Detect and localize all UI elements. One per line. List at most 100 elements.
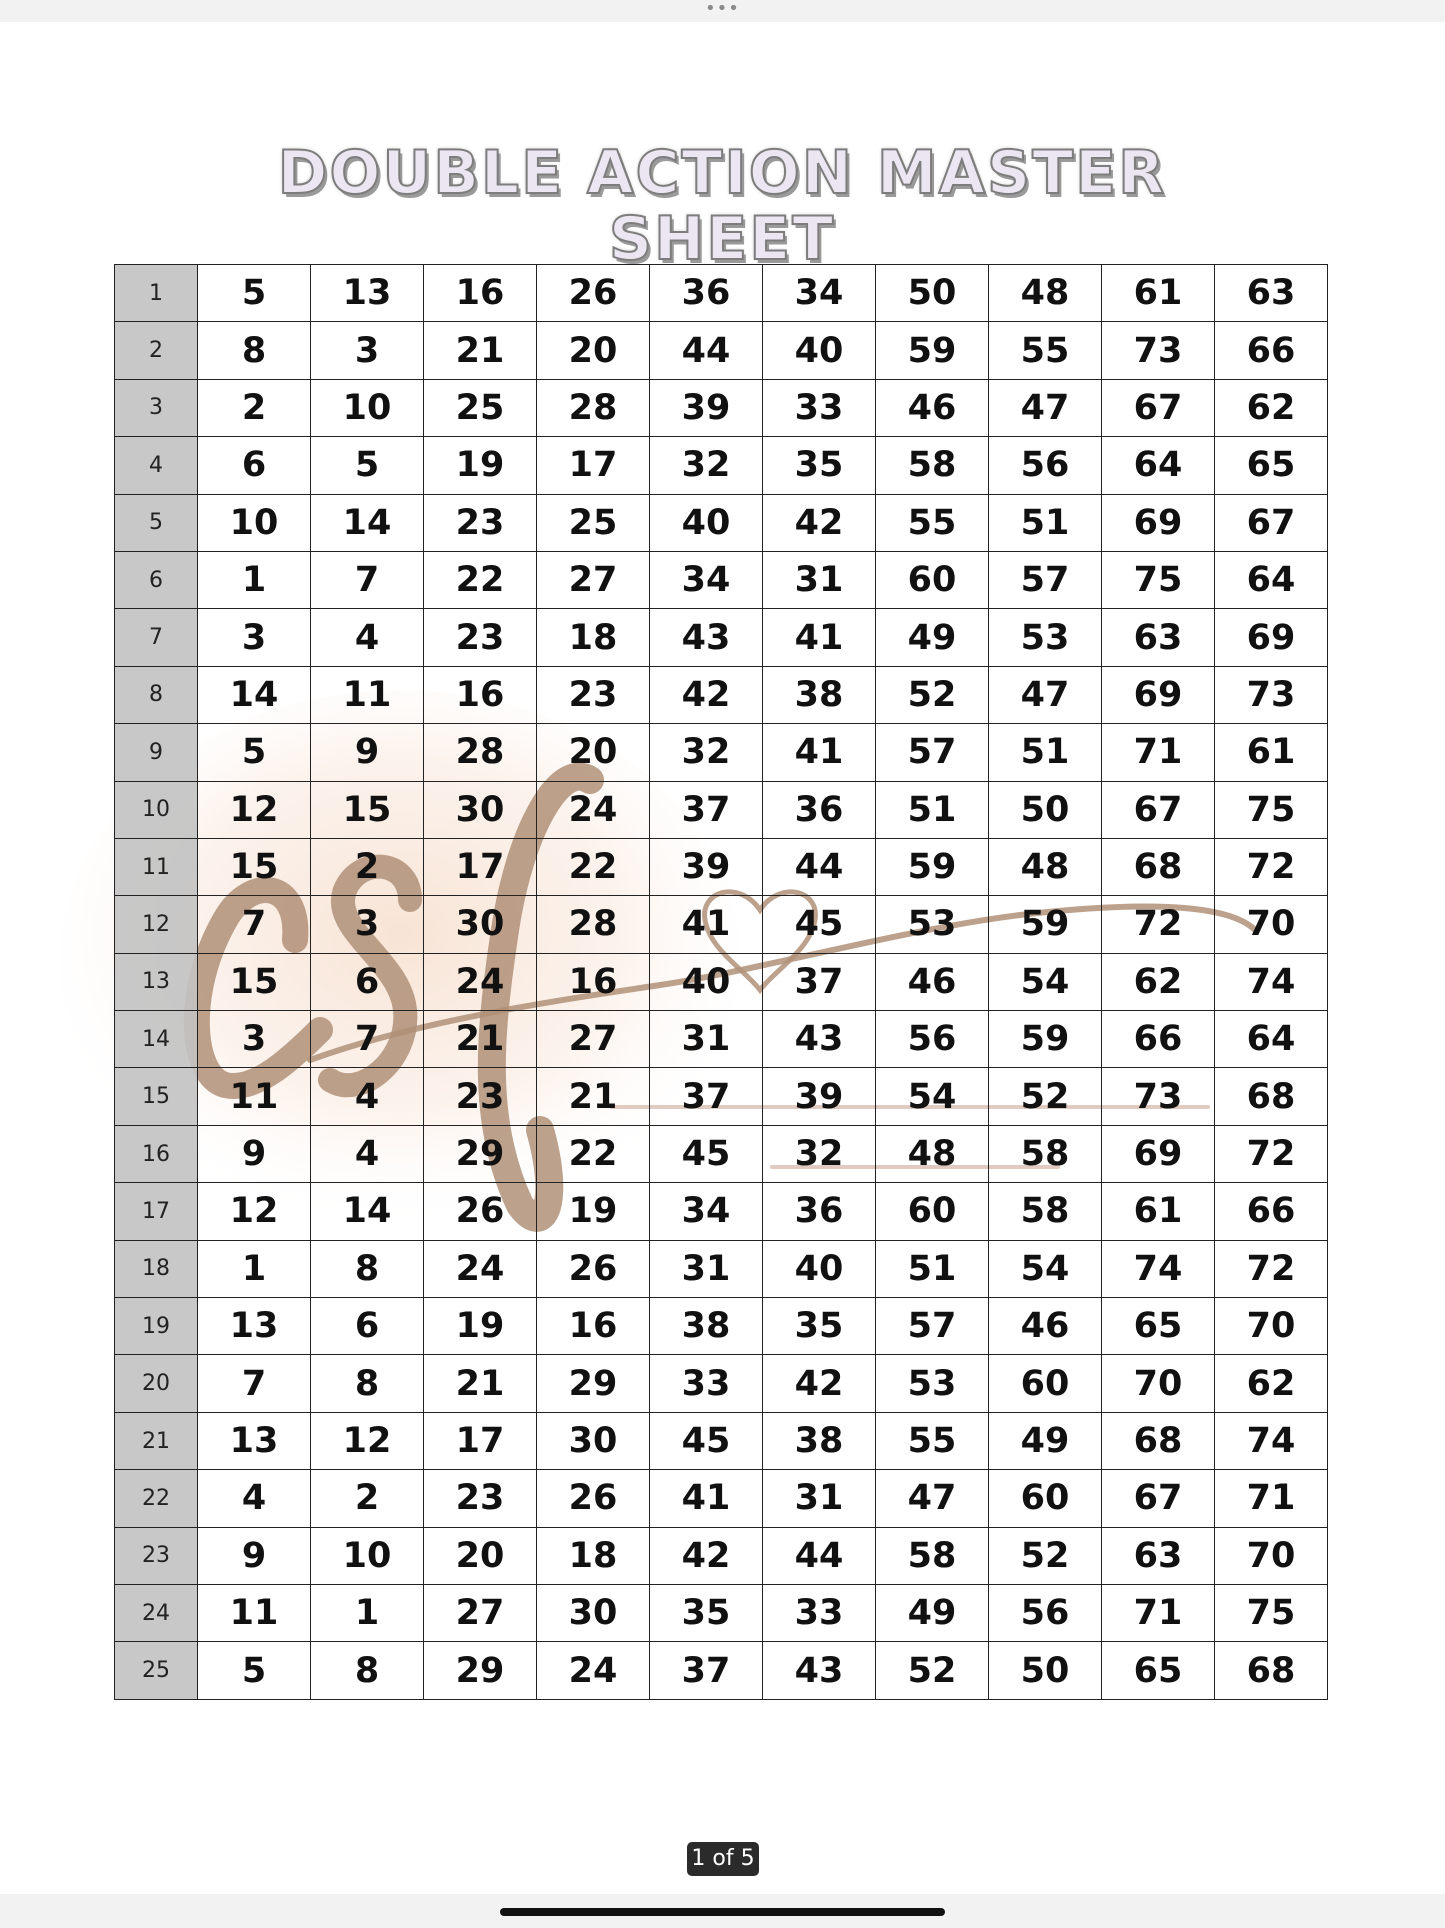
number-cell: 64 bbox=[1101, 436, 1215, 495]
number-cell: 31 bbox=[762, 1469, 876, 1528]
number-cell: 49 bbox=[988, 1411, 1102, 1471]
number-cell: 62 bbox=[1214, 378, 1328, 438]
row-number: 9 bbox=[114, 723, 198, 782]
number-cell: 60 bbox=[988, 1469, 1102, 1528]
number-cell: 34 bbox=[762, 263, 876, 323]
number-cell: 48 bbox=[875, 1124, 989, 1184]
number-cell: 13 bbox=[310, 263, 424, 323]
number-cell: 2 bbox=[197, 378, 311, 438]
number-cell: 25 bbox=[423, 378, 537, 438]
number-cell: 27 bbox=[536, 1010, 650, 1069]
number-cell: 7 bbox=[310, 1010, 424, 1069]
number-cell: 46 bbox=[875, 378, 989, 438]
number-cell: 67 bbox=[1101, 378, 1215, 438]
row-number: 19 bbox=[114, 1297, 198, 1356]
row-number: 16 bbox=[114, 1124, 198, 1184]
number-cell: 65 bbox=[1101, 1297, 1215, 1356]
number-cell: 26 bbox=[536, 1239, 650, 1299]
number-cell: 8 bbox=[310, 1641, 424, 1700]
number-cell: 64 bbox=[1214, 1010, 1328, 1069]
number-cell: 68 bbox=[1214, 1641, 1328, 1700]
number-cell: 50 bbox=[875, 263, 989, 323]
row-number: 23 bbox=[114, 1526, 198, 1585]
number-cell: 74 bbox=[1101, 1239, 1215, 1299]
row-number: 3 bbox=[114, 378, 198, 438]
number-cell: 43 bbox=[762, 1641, 876, 1700]
number-cell: 48 bbox=[988, 263, 1102, 323]
number-cell: 33 bbox=[649, 1354, 763, 1413]
number-cell: 23 bbox=[423, 1469, 537, 1528]
number-cell: 27 bbox=[423, 1583, 537, 1643]
number-cell: 5 bbox=[310, 436, 424, 495]
number-cell: 38 bbox=[762, 665, 876, 725]
row-number: 15 bbox=[114, 1067, 198, 1126]
row-number: 6 bbox=[114, 550, 198, 610]
table-row: 19 13 6 19 16 38 35 57 46 65 70 bbox=[114, 1297, 1328, 1356]
number-cell: 29 bbox=[423, 1641, 537, 1700]
number-cell: 6 bbox=[310, 1297, 424, 1356]
number-cell: 23 bbox=[423, 1067, 537, 1126]
number-cell: 29 bbox=[536, 1354, 650, 1413]
number-cell: 13 bbox=[197, 1411, 311, 1471]
table-row: 4 6 5 19 17 32 35 58 56 64 65 bbox=[114, 436, 1328, 495]
table-row: 17 12 14 26 19 34 36 60 58 61 66 bbox=[114, 1182, 1328, 1241]
number-cell: 16 bbox=[536, 952, 650, 1012]
number-cell: 19 bbox=[423, 436, 537, 495]
number-cell: 39 bbox=[762, 1067, 876, 1126]
number-cell: 49 bbox=[875, 1583, 989, 1643]
number-cell: 70 bbox=[1214, 895, 1328, 954]
number-cell: 18 bbox=[536, 608, 650, 667]
table-row: 22 4 2 23 26 41 31 47 60 67 71 bbox=[114, 1469, 1328, 1528]
number-cell: 42 bbox=[649, 665, 763, 725]
number-cell: 74 bbox=[1214, 1411, 1328, 1471]
number-cell: 16 bbox=[423, 665, 537, 725]
row-number: 22 bbox=[114, 1469, 198, 1528]
table-row: 8 14 11 16 23 42 38 52 47 69 73 bbox=[114, 665, 1328, 725]
number-cell: 58 bbox=[988, 1124, 1102, 1184]
number-cell: 34 bbox=[649, 550, 763, 610]
number-cell: 30 bbox=[536, 1583, 650, 1643]
number-cell: 3 bbox=[197, 608, 311, 667]
number-cell: 54 bbox=[875, 1067, 989, 1126]
number-cell: 55 bbox=[875, 493, 989, 552]
number-cell: 51 bbox=[988, 723, 1102, 782]
more-dots-icon[interactable]: ••• bbox=[705, 0, 740, 19]
number-cell: 29 bbox=[423, 1124, 537, 1184]
number-cell: 5 bbox=[197, 723, 311, 782]
number-cell: 58 bbox=[988, 1182, 1102, 1241]
number-cell: 75 bbox=[1214, 780, 1328, 839]
number-cell: 71 bbox=[1101, 1583, 1215, 1643]
number-cell: 20 bbox=[423, 1526, 537, 1585]
table-row: 7 3 4 23 18 43 41 49 53 63 69 bbox=[114, 608, 1328, 667]
number-cell: 43 bbox=[649, 608, 763, 667]
number-cell: 1 bbox=[310, 1583, 424, 1643]
number-cell: 10 bbox=[197, 493, 311, 552]
table-row: 21 13 12 17 30 45 38 55 49 68 74 bbox=[114, 1411, 1328, 1471]
number-cell: 65 bbox=[1101, 1641, 1215, 1700]
number-cell: 50 bbox=[988, 780, 1102, 839]
number-cell: 70 bbox=[1214, 1297, 1328, 1356]
number-cell: 51 bbox=[875, 780, 989, 839]
table-row: 3 2 10 25 28 39 33 46 47 67 62 bbox=[114, 378, 1328, 438]
number-cell: 40 bbox=[762, 321, 876, 380]
number-cell: 45 bbox=[762, 895, 876, 954]
number-cell: 41 bbox=[649, 1469, 763, 1528]
number-cell: 3 bbox=[197, 1010, 311, 1069]
row-number: 8 bbox=[114, 665, 198, 725]
number-cell: 38 bbox=[649, 1297, 763, 1356]
number-cell: 4 bbox=[310, 1067, 424, 1126]
number-cell: 60 bbox=[875, 1182, 989, 1241]
number-cell: 46 bbox=[988, 1297, 1102, 1356]
home-indicator[interactable] bbox=[500, 1908, 945, 1916]
row-number: 24 bbox=[114, 1583, 198, 1643]
number-cell: 21 bbox=[423, 1354, 537, 1413]
number-cell: 56 bbox=[875, 1010, 989, 1069]
number-cell: 47 bbox=[875, 1469, 989, 1528]
number-cell: 50 bbox=[988, 1641, 1102, 1700]
number-cell: 75 bbox=[1214, 1583, 1328, 1643]
number-cell: 23 bbox=[536, 665, 650, 725]
row-number: 17 bbox=[114, 1182, 198, 1241]
number-cell: 24 bbox=[423, 952, 537, 1012]
number-cell: 8 bbox=[310, 1354, 424, 1413]
number-cell: 32 bbox=[762, 1124, 876, 1184]
